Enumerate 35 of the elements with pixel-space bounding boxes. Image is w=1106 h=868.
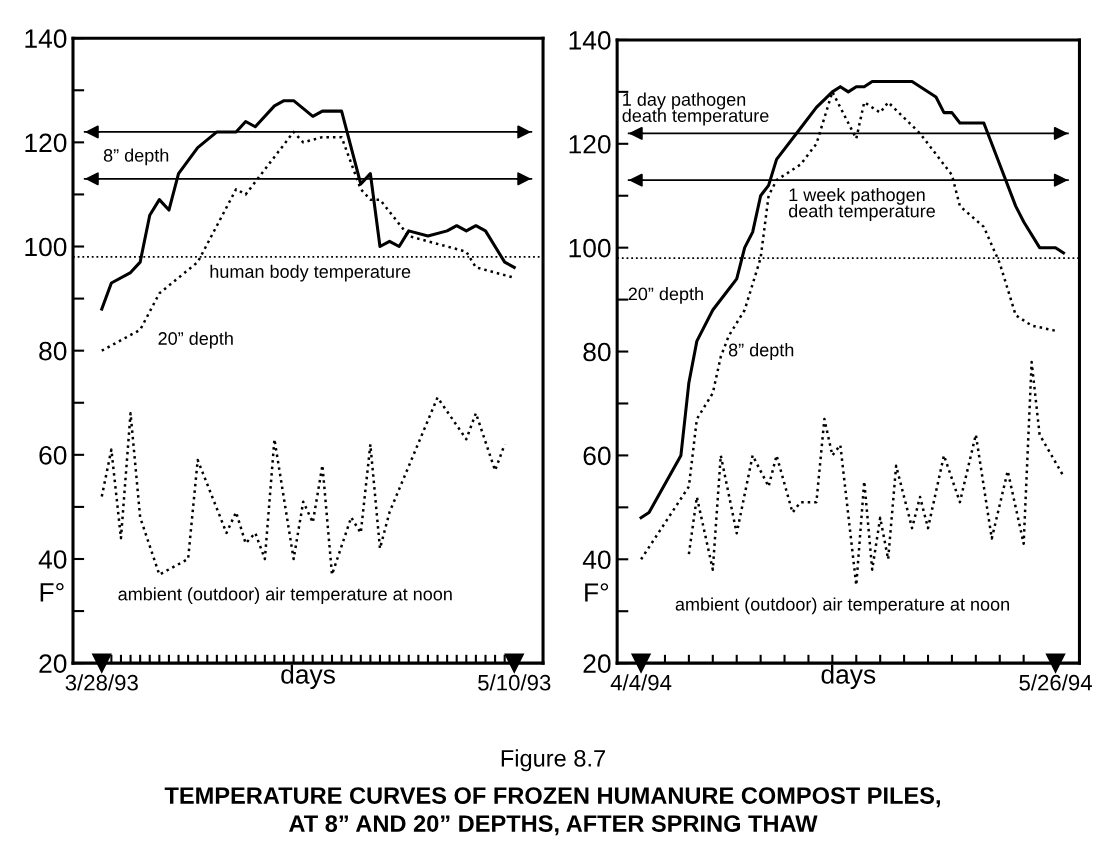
x-axis-title: days bbox=[281, 664, 335, 690]
y-tick-label: 100 bbox=[569, 238, 611, 258]
y-tick-label: 80 bbox=[583, 342, 611, 362]
y-tick-label: 120 bbox=[569, 134, 611, 154]
y-tick-label: 40 bbox=[582, 550, 611, 570]
x-axis-title: days bbox=[821, 664, 876, 690]
annotation: 8” depth bbox=[728, 343, 794, 360]
line-series bbox=[687, 360, 1065, 587]
annotation: ambient (outdoor) air temperature at noon bbox=[675, 597, 1009, 615]
y-tick-label: 60 bbox=[39, 445, 67, 465]
y-tick-label: 60 bbox=[583, 446, 611, 466]
line-series bbox=[100, 396, 506, 576]
ref-line-label: 1 week pathogen death temperature bbox=[788, 187, 935, 221]
x-tick-label: 5/10/93 bbox=[478, 674, 551, 691]
y-tick-label: 140 bbox=[25, 29, 67, 49]
y-axis-title: F° bbox=[585, 583, 609, 602]
ref-line-label: human body temperature bbox=[210, 264, 411, 282]
annotation: 8” depth bbox=[103, 148, 169, 166]
annotation: 20” depth bbox=[628, 287, 703, 304]
x-tick-label: 3/28/93 bbox=[65, 674, 138, 691]
x-tick-label: 4/4/94 bbox=[610, 674, 672, 691]
y-axis-title: F° bbox=[40, 583, 64, 602]
y-tick-label: 20 bbox=[583, 654, 611, 673]
text: TEMPERATURE CURVES OF FROZEN HUMANURE COMPOST PILES, AT 8” AND 20” DEPTHS, AFTER SPRING THAW bbox=[164, 787, 940, 836]
text: Figure 8.7 bbox=[501, 749, 605, 772]
y-tick-label: 40 bbox=[38, 550, 67, 569]
y-tick-label: 20 bbox=[39, 654, 67, 673]
y-tick-label: 140 bbox=[569, 31, 611, 50]
annotation: 20” depth bbox=[158, 331, 233, 349]
y-tick-label: 80 bbox=[39, 341, 67, 361]
y-tick-label: 120 bbox=[25, 133, 67, 153]
x-tick-label: 5/26/94 bbox=[1019, 674, 1092, 691]
ref-line-label: 1 day pathogen death temperature bbox=[622, 92, 769, 126]
annotation: ambient (outdoor) air temperature at noon bbox=[118, 587, 452, 605]
y-tick-label: 100 bbox=[25, 237, 67, 257]
